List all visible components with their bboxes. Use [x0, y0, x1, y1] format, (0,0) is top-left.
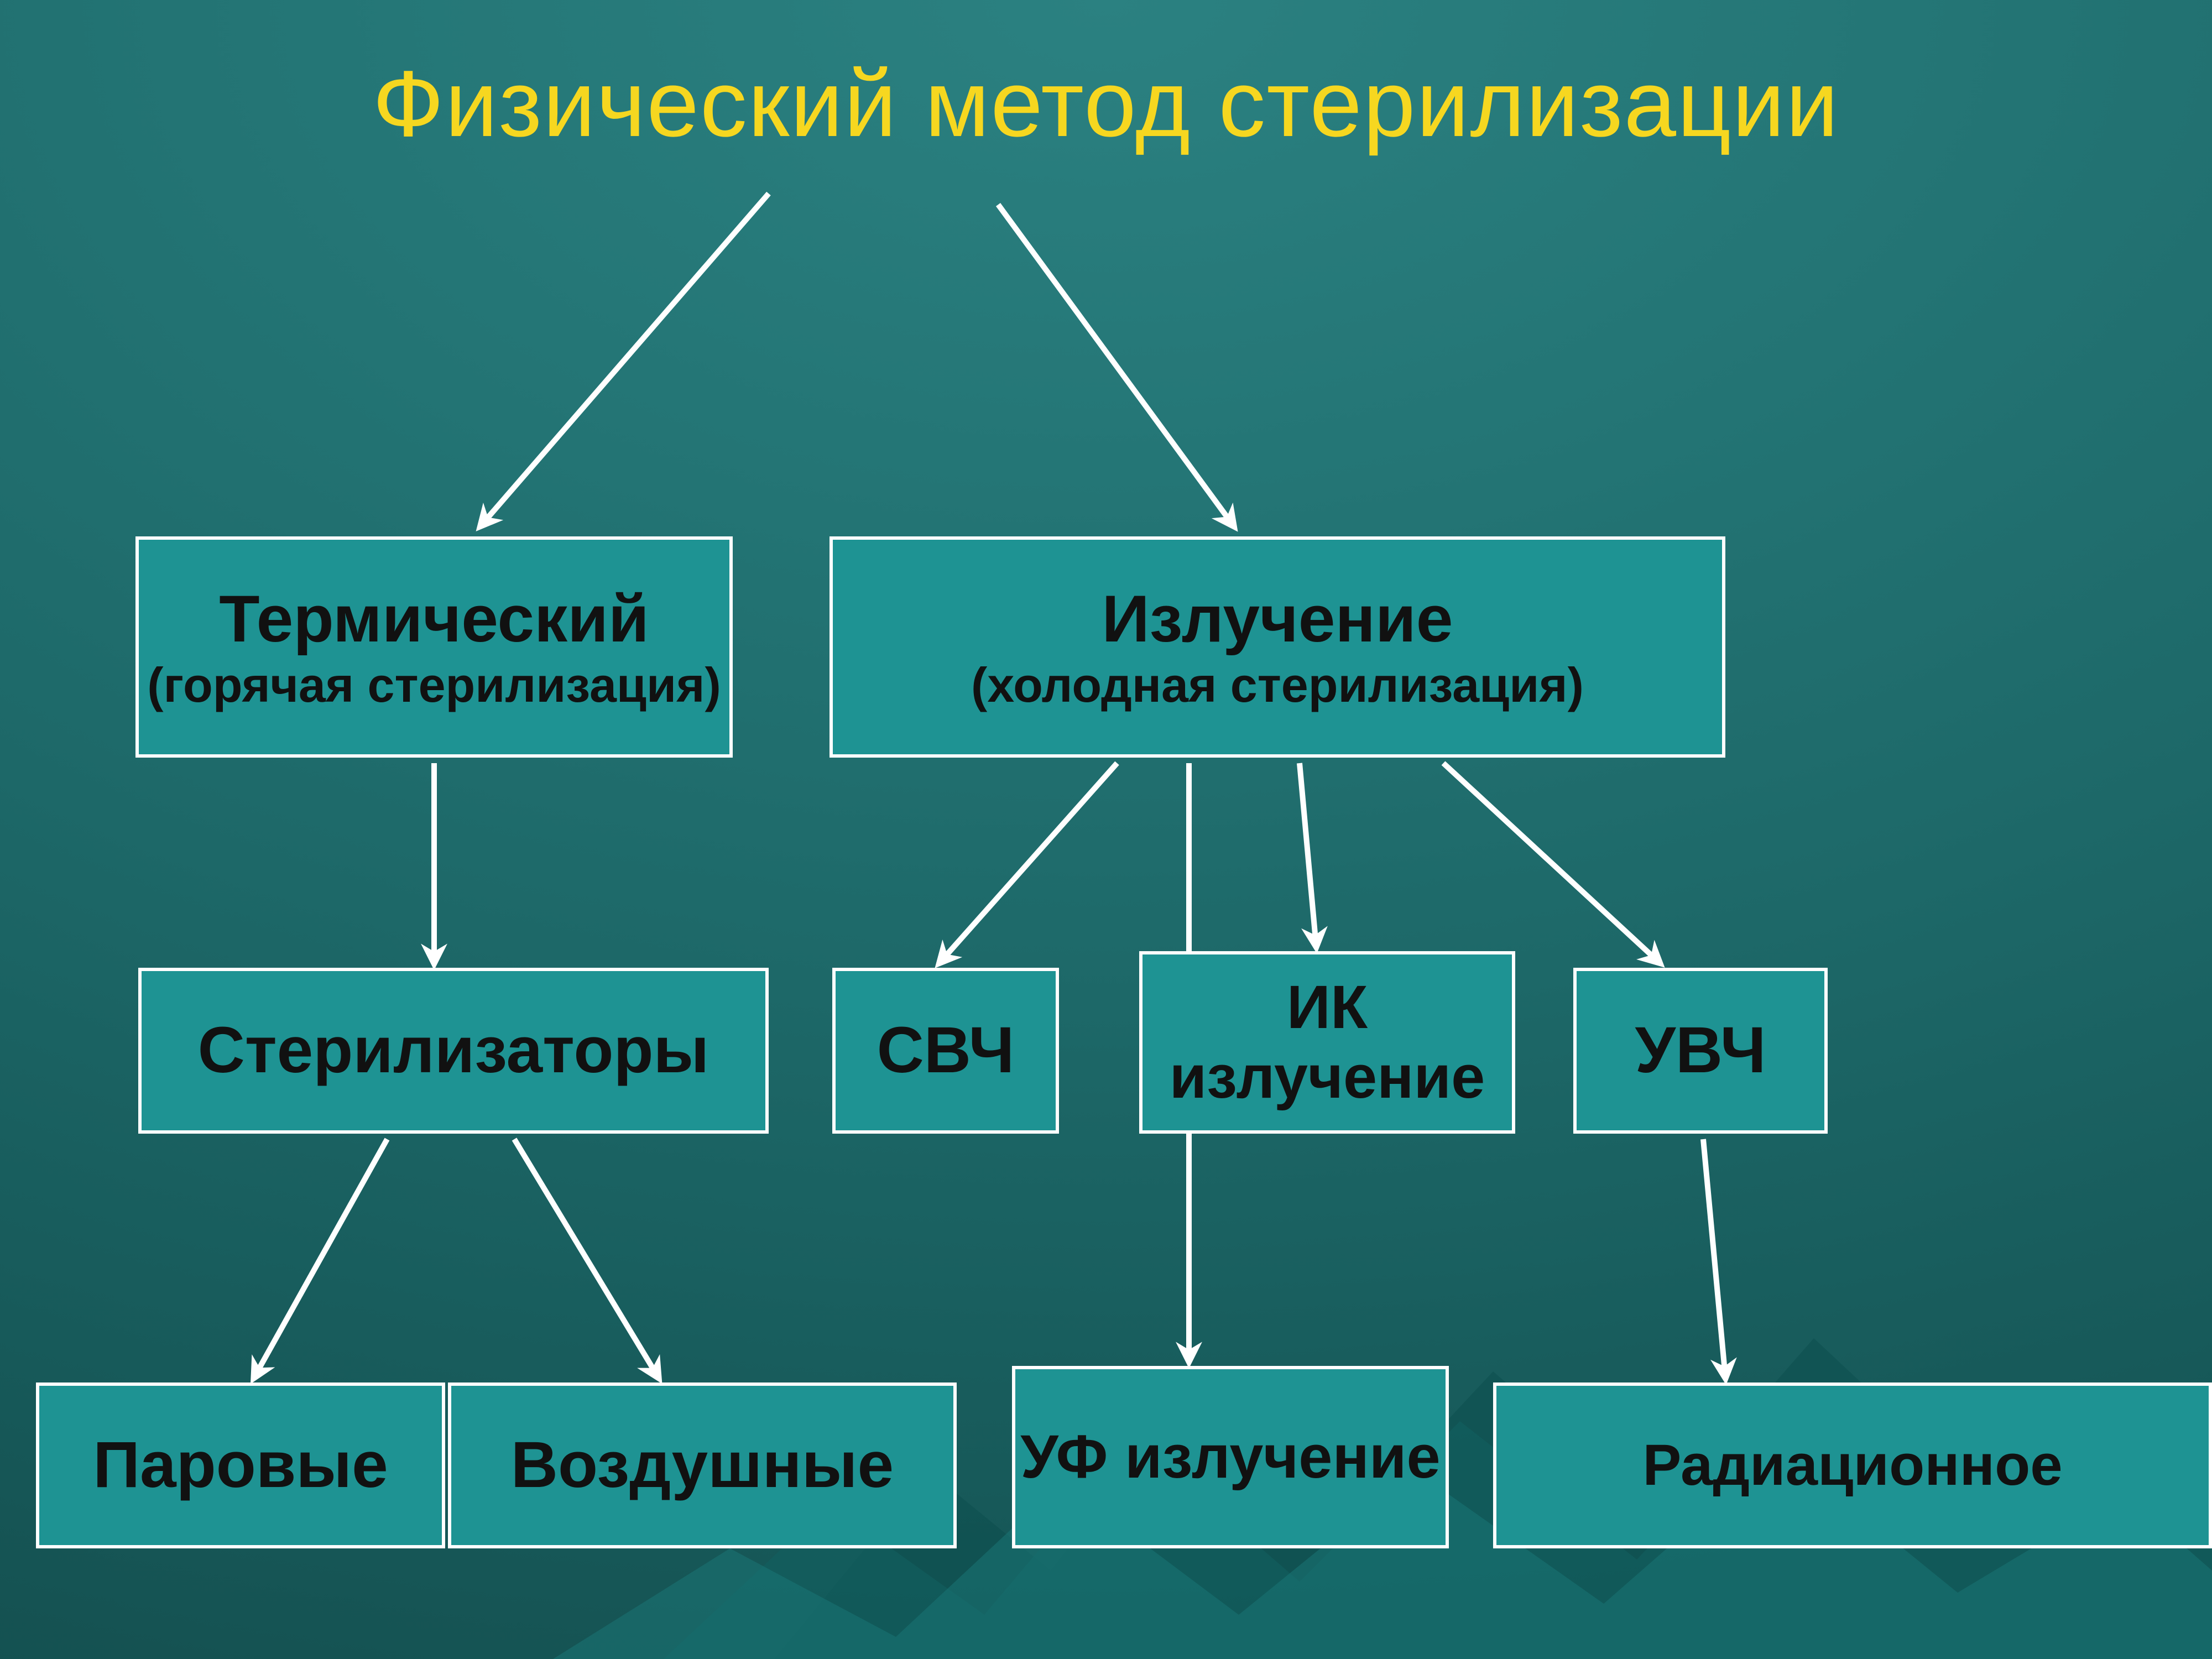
node-thermal-main: Термический: [219, 581, 649, 657]
node-radio: Радиационное: [1493, 1383, 2212, 1548]
node-radio-main: Радиационное: [1642, 1432, 2062, 1499]
node-steam: Паровые: [36, 1383, 445, 1548]
node-steam-main: Паровые: [93, 1428, 388, 1503]
slide-title: Физический метод стерилизации: [0, 50, 2212, 158]
node-radiation-main: Излучение: [1102, 581, 1453, 657]
node-svch: СВЧ: [832, 968, 1059, 1134]
node-uvch: УВЧ: [1573, 968, 1828, 1134]
node-ik-main: ИК излучение: [1142, 973, 1512, 1113]
node-sterilizers: Стерилизаторы: [138, 968, 769, 1134]
node-thermal-sub: (горячая стерилизация): [147, 657, 721, 713]
slide-root: Физический метод стерилизации Термически…: [0, 0, 2212, 1659]
node-uf: УФ излучение: [1012, 1366, 1449, 1548]
node-svch-main: СВЧ: [877, 1013, 1015, 1088]
node-air: Воздушные: [448, 1383, 957, 1548]
node-ik: ИК излучение: [1139, 951, 1515, 1134]
node-uf-main: УФ излучение: [1020, 1422, 1440, 1493]
node-thermal: Термический(горячая стерилизация): [135, 536, 733, 758]
node-uvch-main: УВЧ: [1635, 1013, 1766, 1088]
node-sterilizers-main: Стерилизаторы: [198, 1013, 709, 1088]
node-air-main: Воздушные: [511, 1428, 894, 1503]
node-radiation-sub: (холодная стерилизация): [971, 657, 1584, 713]
node-radiation: Излучение(холодная стерилизация): [830, 536, 1725, 758]
